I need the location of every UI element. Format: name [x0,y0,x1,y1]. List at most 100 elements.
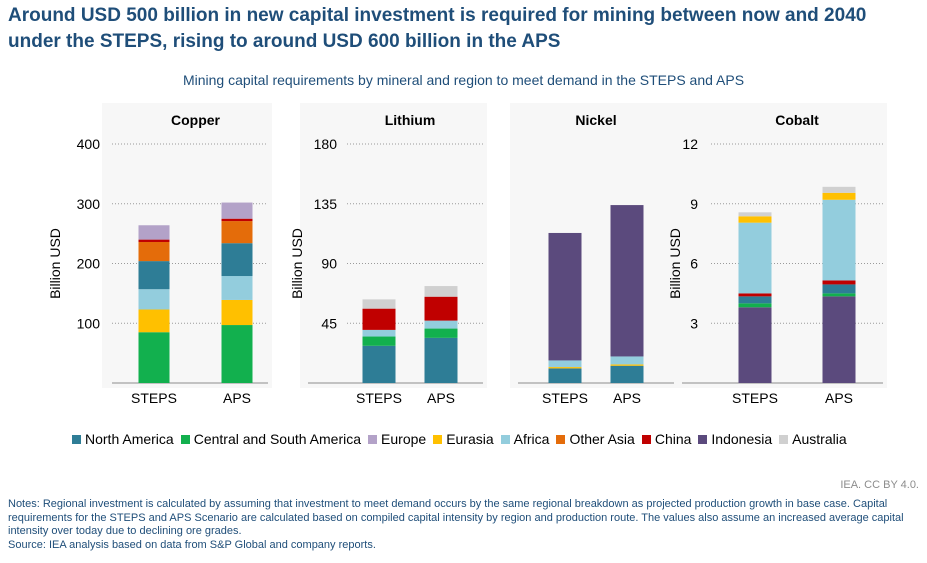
lithium-bar-steps-central-and-south-america [362,336,396,346]
copper-ytick-label: 400 [77,136,101,152]
copper-bar-steps-central-and-south-america [138,332,170,383]
copper-bar-steps-eurasia [138,309,170,333]
cobalt-bar-steps-central-and-south-america [738,303,772,308]
copper-ytick-label: 200 [77,256,101,272]
legend-item-china: China [641,431,692,447]
copper-ylabel: Billion USD [47,228,63,299]
source-text: Source: IEA analysis based on data from … [8,538,376,551]
lithium-xtick-label: STEPS [356,390,402,406]
headline: Around USD 500 billion in new capital in… [8,5,867,52]
lithium-bar-steps-africa [362,329,396,337]
notes-block: Notes: Regional investment is calculated… [8,498,920,552]
cobalt-bar-steps-north-america [738,296,772,304]
legend-swatch [779,435,789,444]
copper-ytick-label: 100 [77,315,101,331]
nickel-bar-steps-africa [548,360,582,368]
nickel-xtick-label: STEPS [542,390,588,406]
nickel-bar-aps-indonesia [610,205,644,357]
copper-bar-steps-europe [138,225,170,240]
legend-label: China [654,431,692,447]
lithium-xtick-label: APS [427,390,455,406]
copper-bar-steps-other-asia [138,241,170,262]
legend-item-eurasia: Eurasia [433,431,494,447]
legend: North America Central and South America Eu… [72,431,854,447]
cobalt-bar-steps-africa [738,222,772,294]
nickel-panel-bg [510,103,697,388]
legend-swatch [556,435,566,444]
copper-xtick-label: APS [223,390,251,406]
legend-swatch [72,435,81,444]
nickel-bar-steps-north-america [548,368,582,383]
cobalt-bar-aps-africa [822,199,856,281]
cobalt-bar-steps-eurasia [738,216,772,223]
lithium-bar-aps-central-and-south-america [424,328,458,338]
nickel-bar-steps-indonesia [548,232,582,361]
legend-swatch [698,435,708,444]
lithium-bar-steps-north-america [362,345,396,383]
lithium-bar-steps-australia [362,299,396,309]
lithium-ytick-label: 180 [314,136,338,152]
lithium-ytick-label: 45 [321,315,337,331]
legend-swatch [500,435,510,444]
cobalt-bar-aps-north-america [822,284,856,294]
legend-label: Australia [792,431,847,447]
cobalt-xtick-label: STEPS [732,390,778,406]
lithium-ylabel: Billion USD [289,228,305,299]
copper-bar-aps-north-america [221,243,253,277]
legend-label: Indonesia [711,431,773,447]
cobalt-ytick-label: 6 [690,256,698,272]
legend-label: Europe [381,431,427,447]
lithium-bar-aps-australia [424,286,458,297]
nickel-xtick-label: APS [613,390,641,406]
copper-bar-aps-other-asia [221,221,253,244]
nickel-bar-aps-africa [610,356,644,365]
lithium-bar-aps-china [424,296,458,321]
notes-text: Notes: Regional investment is calculated… [8,498,904,537]
cobalt-bar-aps-indonesia [822,296,856,383]
copper-bar-aps-central-and-south-america [221,325,253,383]
cobalt-ytick-label: 9 [690,196,698,212]
cobalt-bar-aps-china [822,280,856,285]
nickel-bar-steps-eurasia [548,367,582,369]
lithium-ytick-label: 90 [321,256,337,272]
chart-subtitle: Mining capital requirements by mineral a… [182,72,745,88]
lithium-bar-aps-africa [424,320,458,329]
cobalt-bar-steps-australia [738,212,772,217]
legend-swatch [641,435,651,444]
copper-bar-steps-africa [138,289,170,310]
cobalt-bar-aps-eurasia [822,192,856,200]
legend-label: Eurasia [446,431,494,447]
copper-bar-aps-eurasia [221,299,253,326]
cobalt-ylabel: Billion USD [667,228,683,299]
credit-line: IEA. CC BY 4.0. [840,479,919,491]
legend-swatch [180,435,190,444]
copper-xtick-label: STEPS [131,390,177,406]
legend-item-central-and-south-america: Central and South America [180,431,362,447]
lithium-bar-steps-china [362,308,396,330]
cobalt-xtick-label: APS [825,390,853,406]
legend-item-other-asia: Other Asia [556,431,635,447]
legend-swatch [368,435,378,444]
cobalt-bar-aps-central-and-south-america [822,293,856,297]
legend-item-north-america: North America [72,431,174,447]
cobalt-title: Cobalt [775,112,819,128]
legend-item-australia: Australia [779,431,847,447]
legend-label: Africa [513,431,550,447]
lithium-bar-aps-north-america [424,337,458,383]
legend-item-africa: Africa [500,431,550,447]
cobalt-bar-steps-indonesia [738,307,772,383]
legend-label: Central and South America [193,431,362,447]
nickel-bar-aps-eurasia [610,364,644,366]
cobalt-ytick-label: 3 [690,315,698,331]
legend-item-indonesia: Indonesia [698,431,772,447]
nickel-title: Nickel [575,112,616,128]
copper-bar-steps-north-america [138,261,170,290]
lithium-ytick-label: 135 [314,196,338,212]
copper-bar-steps-china [138,239,170,242]
nickel-bar-aps-north-america [610,365,644,383]
cobalt-bar-steps-china [738,293,772,297]
copper-bar-aps-africa [221,276,253,300]
cobalt-ytick-label: 12 [682,136,698,152]
copper-bar-aps-china [221,218,253,222]
legend-label: Other Asia [569,431,635,447]
